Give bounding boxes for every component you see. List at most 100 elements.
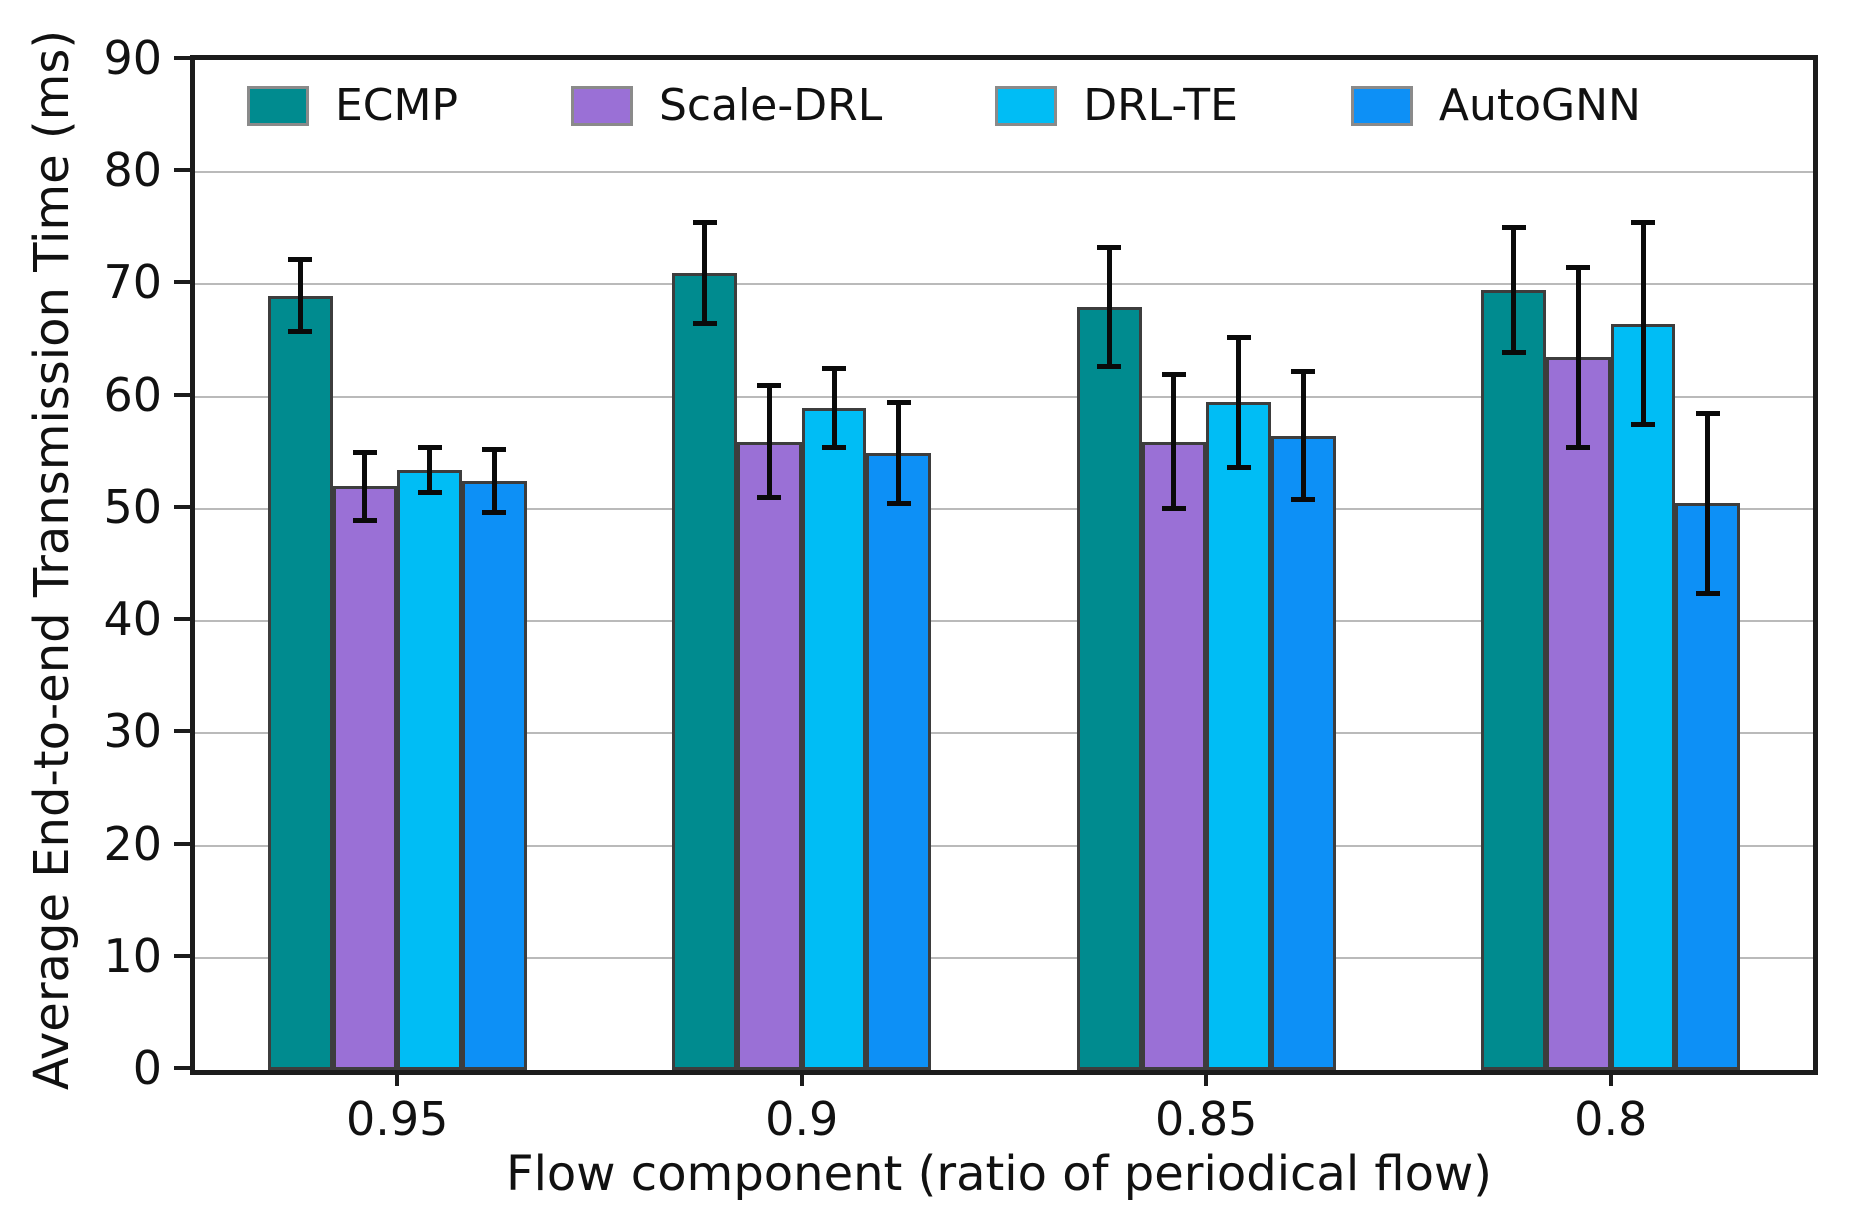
- error-cap-top-drl-te-0.95: [417, 444, 442, 450]
- y-tick-mark-40: [174, 617, 190, 622]
- error-cap-top-autognn-0.9: [886, 399, 911, 405]
- error-cap-top-ecmp-0.9: [692, 220, 717, 226]
- legend-swatch-drl-te: [995, 86, 1058, 126]
- y-tick-mark-80: [174, 168, 190, 173]
- error-cap-bottom-ecmp-0.95: [288, 329, 313, 335]
- error-cap-top-drl-te-0.9: [822, 366, 847, 372]
- legend-label-autognn: AutoGNN: [1438, 80, 1641, 131]
- bar-drl-te-0.85: [1206, 402, 1271, 1070]
- legend-swatch-scale-drl: [571, 86, 633, 126]
- x-tick-mark-0.9: [799, 1070, 804, 1086]
- y-tick-label-30: 30: [103, 704, 162, 759]
- error-bar-scale-drl-0.85: [1171, 374, 1177, 509]
- error-cap-top-ecmp-0.95: [288, 257, 313, 263]
- y-tick-label-50: 50: [103, 479, 162, 534]
- bar-autognn-0.9: [866, 452, 932, 1070]
- gridline-30: [195, 732, 1813, 735]
- legend-label-ecmp: ECMP: [335, 80, 459, 131]
- x-tick-label-0.95: 0.95: [346, 1092, 449, 1146]
- legend-item-drl-te: DRL-TE: [995, 84, 1238, 128]
- bar-scale-drl-0.95: [332, 486, 398, 1070]
- legend-swatch-autognn: [1350, 86, 1413, 126]
- plot-area: ECMP Scale-DRL DRL-TE AutoGNN: [190, 55, 1818, 1075]
- error-bar-scale-drl-0.9: [766, 385, 772, 498]
- error-cap-top-autognn-0.95: [482, 446, 507, 452]
- x-tick-label-0.8: 0.8: [1574, 1092, 1648, 1146]
- error-cap-bottom-drl-te-0.95: [417, 489, 442, 495]
- gridline-70: [195, 283, 1813, 286]
- error-cap-top-autognn-0.8: [1695, 411, 1720, 416]
- x-tick-label-0.85: 0.85: [1155, 1092, 1258, 1146]
- bar-drl-te-0.8: [1610, 323, 1676, 1070]
- error-cap-top-drl-te-0.8: [1631, 220, 1656, 226]
- y-tick-mark-70: [174, 280, 190, 285]
- bar-drl-te-0.9: [801, 407, 867, 1070]
- y-tick-label-70: 70: [103, 255, 162, 310]
- error-cap-bottom-autognn-0.95: [482, 509, 507, 515]
- y-tick-label-60: 60: [103, 367, 162, 422]
- gridline-80: [195, 171, 1813, 174]
- error-cap-bottom-scale-drl-0.8: [1566, 444, 1591, 450]
- y-tick-mark-0: [174, 1066, 190, 1070]
- bar-ecmp-0.95: [267, 295, 333, 1070]
- y-tick-label-90: 90: [103, 31, 162, 85]
- error-bar-autognn-0.95: [491, 449, 497, 513]
- gridline-40: [195, 620, 1813, 623]
- y-tick-mark-10: [174, 953, 190, 958]
- error-bar-ecmp-0.9: [702, 222, 708, 324]
- error-cap-bottom-ecmp-0.85: [1097, 363, 1122, 369]
- error-bar-autognn-0.85: [1300, 371, 1306, 500]
- error-cap-top-autognn-0.85: [1291, 369, 1316, 375]
- y-tick-mark-50: [174, 504, 190, 509]
- legend-item-scale-drl: Scale-DRL: [571, 84, 882, 128]
- legend-swatch-ecmp: [247, 86, 309, 126]
- error-cap-bottom-autognn-0.85: [1291, 497, 1316, 503]
- error-cap-top-ecmp-0.85: [1097, 244, 1122, 250]
- bar-scale-drl-0.8: [1546, 357, 1611, 1070]
- gridline-60: [195, 395, 1813, 398]
- error-cap-bottom-drl-te-0.9: [822, 444, 847, 450]
- error-cap-top-scale-drl-0.9: [757, 382, 782, 388]
- error-bar-ecmp-0.85: [1106, 247, 1112, 367]
- error-bar-autognn-0.9: [896, 402, 902, 504]
- legend-item-autognn: AutoGNN: [1350, 80, 1641, 131]
- y-tick-label-10: 10: [103, 928, 162, 983]
- legend-item-ecmp: ECMP: [247, 84, 458, 128]
- error-cap-bottom-scale-drl-0.9: [757, 495, 782, 501]
- y-tick-mark-30: [174, 729, 190, 734]
- error-bar-scale-drl-0.95: [362, 452, 368, 521]
- error-cap-bottom-drl-te-0.8: [1631, 422, 1656, 428]
- error-cap-top-scale-drl-0.95: [352, 450, 377, 456]
- error-cap-top-scale-drl-0.85: [1161, 371, 1186, 377]
- error-cap-bottom-autognn-0.8: [1695, 590, 1720, 596]
- error-cap-top-ecmp-0.8: [1501, 224, 1526, 230]
- gridline-10: [195, 956, 1813, 959]
- legend-label-drl-te: DRL-TE: [1083, 80, 1238, 131]
- error-bar-drl-te-0.85: [1236, 337, 1242, 468]
- error-bar-ecmp-0.95: [297, 259, 303, 332]
- gridline-50: [195, 507, 1813, 510]
- y-tick-mark-60: [174, 392, 190, 397]
- error-cap-bottom-scale-drl-0.85: [1161, 506, 1186, 512]
- error-cap-top-drl-te-0.85: [1226, 334, 1251, 340]
- error-cap-top-scale-drl-0.8: [1566, 265, 1591, 271]
- y-tick-label-20: 20: [103, 816, 162, 871]
- error-bar-drl-te-0.95: [427, 447, 433, 493]
- legend: ECMP Scale-DRL DRL-TE AutoGNN: [247, 84, 1641, 128]
- error-bar-drl-te-0.9: [831, 368, 837, 448]
- x-tick-label-0.9: 0.9: [765, 1092, 839, 1146]
- error-cap-bottom-autognn-0.9: [886, 500, 911, 506]
- y-tick-mark-20: [174, 841, 190, 846]
- error-cap-bottom-ecmp-0.9: [692, 321, 717, 327]
- x-axis-title: Flow component (ratio of periodical flow…: [505, 1146, 1493, 1202]
- error-cap-bottom-drl-te-0.85: [1226, 464, 1251, 470]
- error-bar-ecmp-0.8: [1511, 227, 1517, 353]
- error-cap-bottom-scale-drl-0.95: [352, 517, 377, 523]
- error-bar-drl-te-0.8: [1640, 222, 1646, 425]
- bar-autognn-0.95: [461, 480, 527, 1070]
- bar-scale-drl-0.85: [1141, 441, 1207, 1070]
- x-tick-mark-0.8: [1608, 1070, 1613, 1086]
- bar-autognn-0.8: [1675, 503, 1741, 1070]
- legend-label-scale-drl: Scale-DRL: [659, 80, 883, 131]
